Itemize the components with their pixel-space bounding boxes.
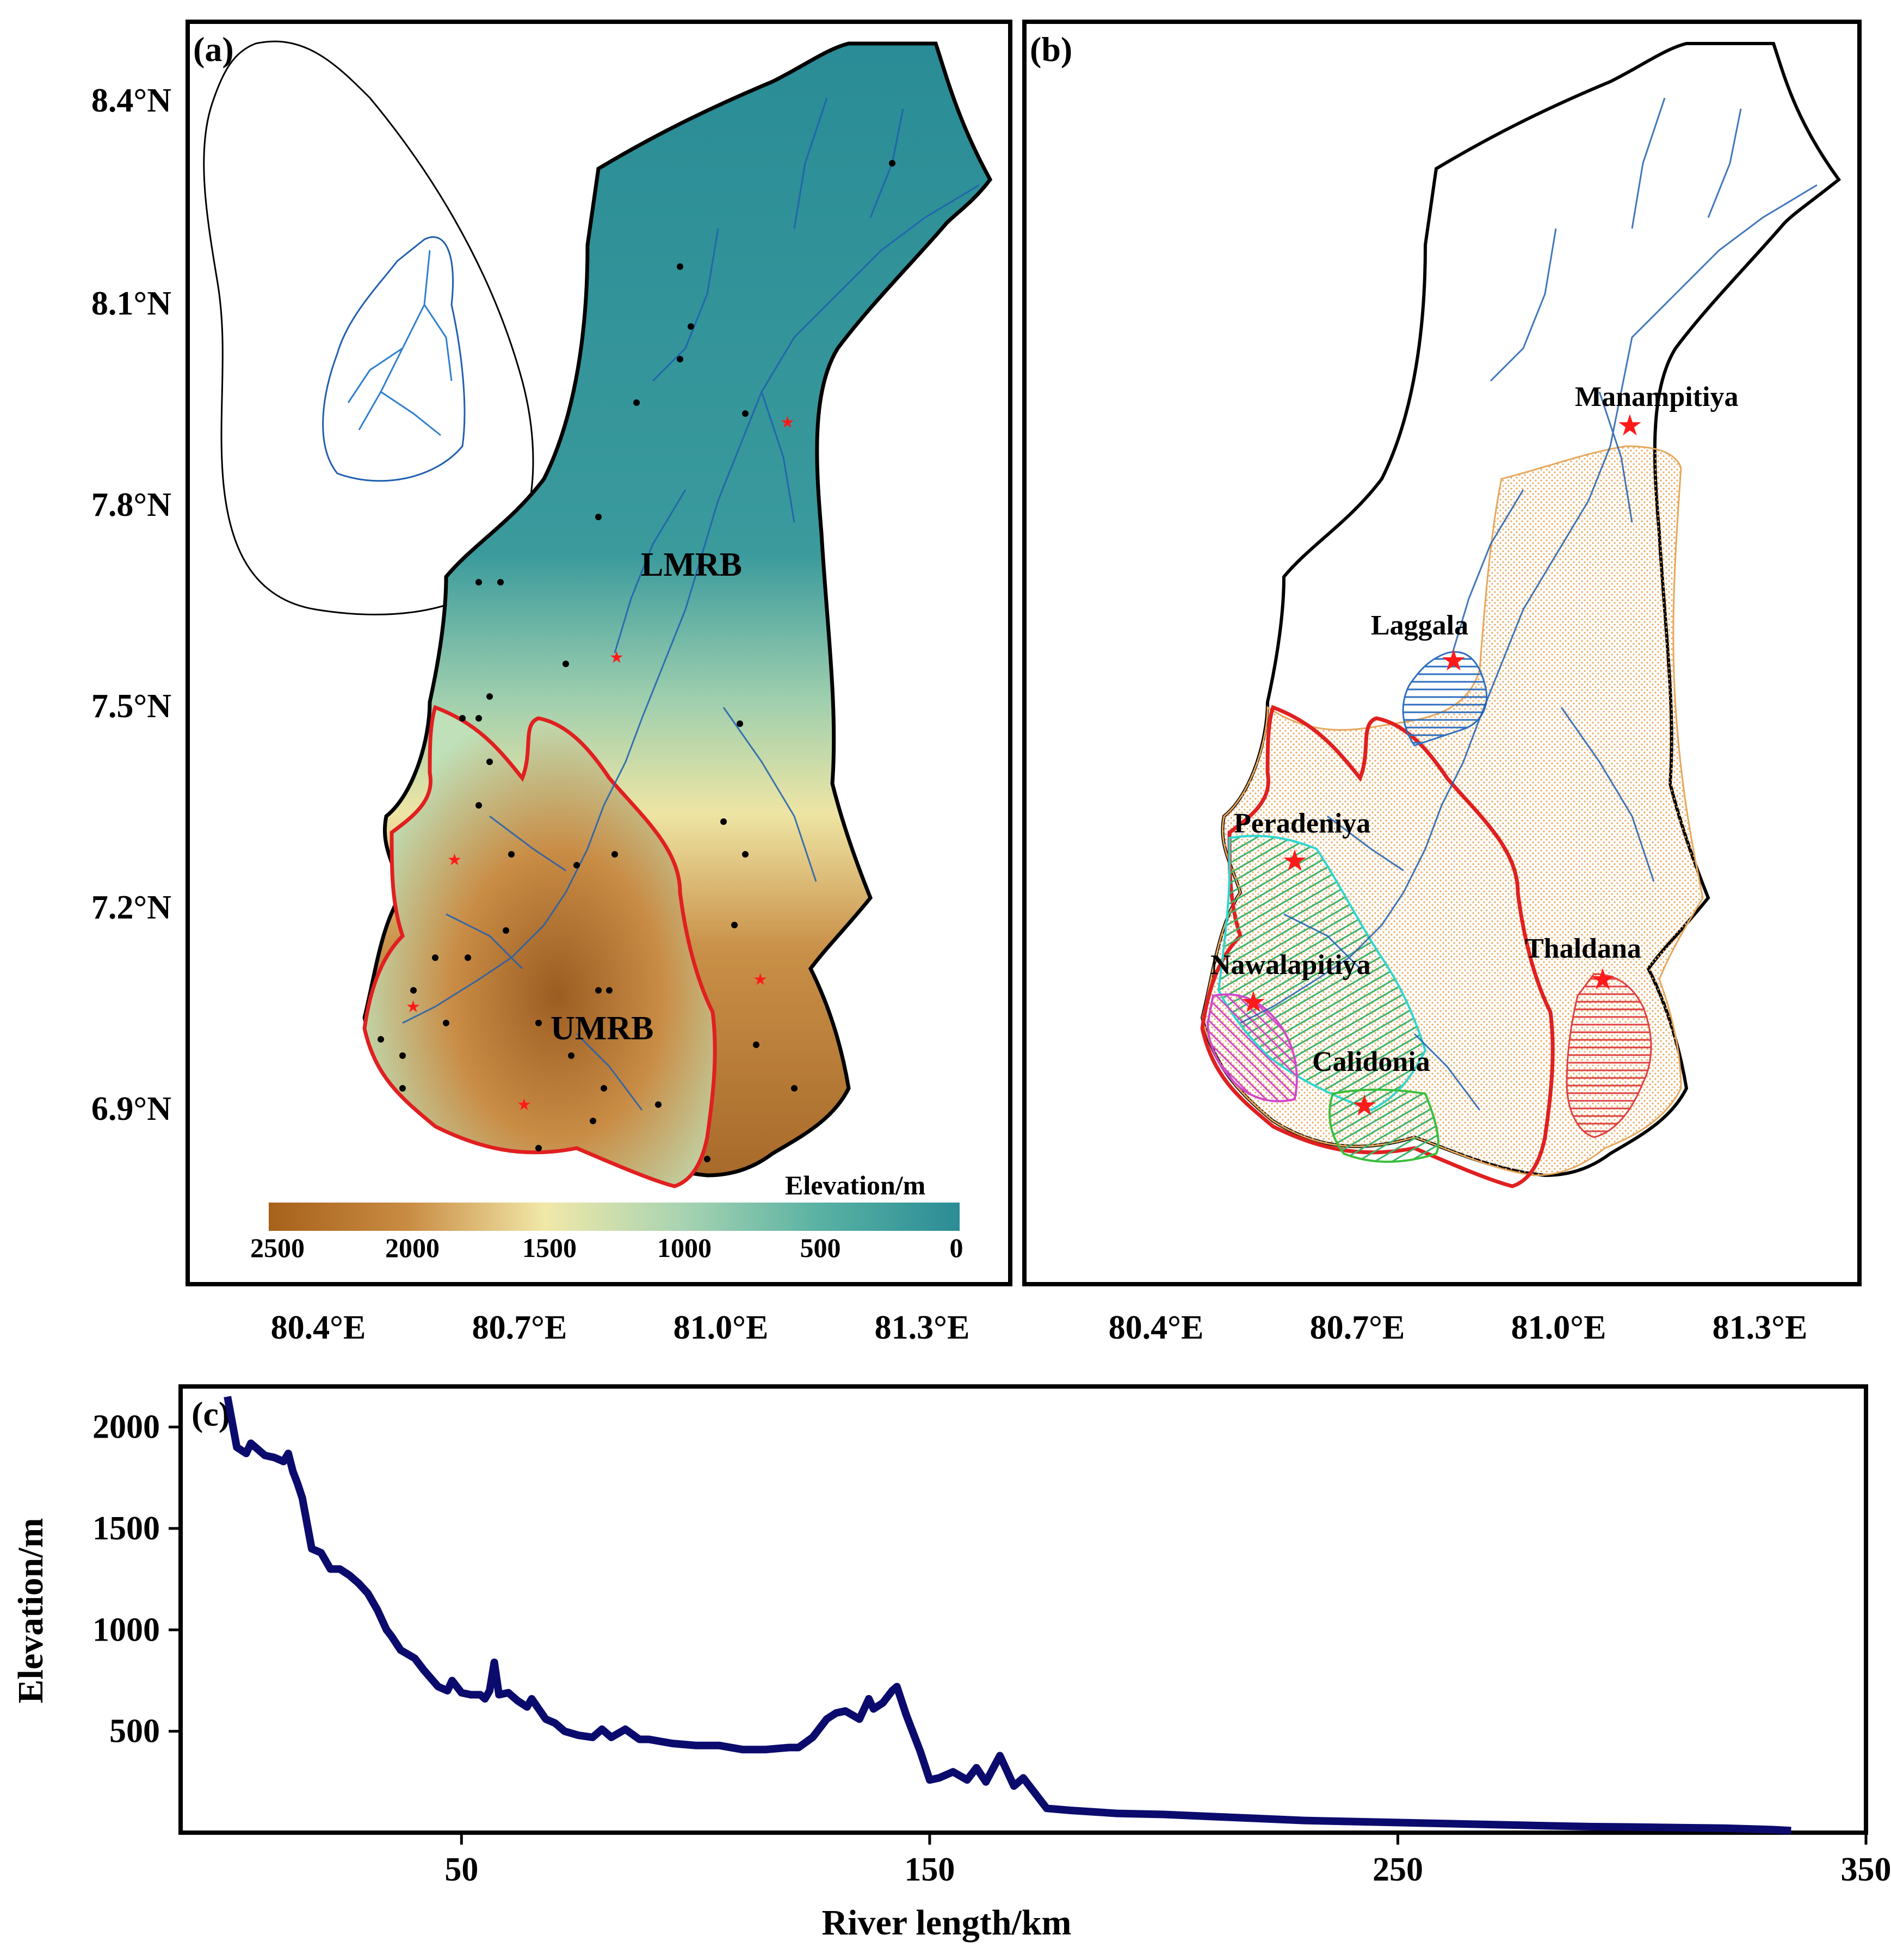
lat-tick: 7.2°N	[91, 889, 171, 926]
rain-gauge-dots	[378, 160, 895, 1162]
lon-tick: 80.7°E	[472, 1309, 567, 1346]
svg-text:★: ★	[517, 1095, 532, 1114]
y-tick-label: 2000	[92, 1409, 160, 1446]
profile-axes: 50 150 250 350 500 1000 1500 2000	[92, 1409, 1891, 1888]
panel-c: (c) 50 150 250 350 500 1000 1500 2000 Elevation…	[11, 1384, 1891, 1943]
inset-basin-outline	[322, 236, 466, 482]
station-label-calidonia: Calidonia	[1312, 1046, 1430, 1077]
colorbar	[269, 1203, 960, 1231]
colorbar-tick: 1000	[657, 1232, 712, 1263]
colorbar-tick: 500	[800, 1232, 841, 1263]
lon-tick: 81.0°E	[1511, 1309, 1606, 1346]
svg-text:★: ★	[1617, 408, 1643, 442]
station-label-peradeniya: Peradeniya	[1234, 808, 1370, 839]
longitude-labels-a: 80.4°E 80.7°E 81.0°E 81.3°E	[271, 1309, 970, 1346]
x-tick-label: 150	[904, 1851, 955, 1888]
colorbar-tick: 1500	[522, 1232, 577, 1263]
umrb-boundary	[362, 705, 717, 1188]
inset-rivers	[347, 250, 453, 436]
svg-text:★: ★	[780, 413, 795, 432]
lon-tick: 81.0°E	[673, 1309, 769, 1346]
nawalapitiya-subbasin	[1206, 993, 1298, 1102]
longitude-labels-b: 80.4°E 80.7°E 81.0°E 81.3°E	[1109, 1309, 1808, 1346]
svg-text:★: ★	[1590, 962, 1616, 996]
station-labels: Manampitiya Laggala Peradeniya Thaldana …	[1210, 381, 1738, 1077]
lon-tick: 80.4°E	[1109, 1309, 1204, 1346]
station-label-manampitiya: Manampitiya	[1575, 381, 1738, 412]
y-tick-label: 1000	[92, 1611, 160, 1648]
colorbar-tick: 2000	[385, 1232, 440, 1263]
latitude-labels: 8.4°N 8.1°N 7.8°N 7.5°N 7.2°N 6.9°N	[91, 82, 171, 1127]
y-tick-label: 1500	[92, 1510, 160, 1547]
laggala-subbasin	[1402, 651, 1488, 747]
lon-tick: 81.3°E	[1713, 1309, 1808, 1346]
lat-tick: 6.9°N	[91, 1090, 171, 1127]
colorbar-tick: 2500	[250, 1232, 305, 1263]
panel-b-label: (b)	[1030, 30, 1072, 69]
station-label-nawalapitiya: Nawalapitiya	[1210, 950, 1371, 981]
station-label-thaldana: Thaldana	[1525, 933, 1641, 964]
panel-c-frame	[178, 1384, 1868, 1835]
x-tick-label: 50	[444, 1851, 478, 1888]
hydrological-stations-a: ★ ★ ★ ★ ★ ★	[406, 413, 795, 1114]
x-tick-label: 250	[1373, 1851, 1423, 1888]
svg-text:★: ★	[609, 648, 624, 667]
svg-text:★: ★	[753, 970, 768, 989]
station-label-laggala: Laggala	[1371, 610, 1468, 641]
rivers-panel-b	[1240, 97, 1818, 1111]
lon-tick: 80.7°E	[1310, 1309, 1405, 1346]
svg-text:★: ★	[1240, 985, 1266, 1019]
colorbar-tick: 0	[950, 1232, 963, 1263]
panel-b: (b) ★ ★ ★ ★ ★ ★ Manampitiya Laggala Peradeni…	[1022, 20, 1862, 1346]
basin-label-umrb: UMRB	[551, 1010, 653, 1047]
svg-text:★: ★	[406, 997, 421, 1016]
panel-a-label: (a)	[193, 30, 234, 69]
thaldana-subbasin	[1566, 973, 1652, 1138]
lat-tick: 8.1°N	[91, 285, 171, 322]
x-axis-label: River length/km	[822, 1903, 1072, 1943]
svg-text:★: ★	[1351, 1088, 1377, 1123]
svg-text:★: ★	[1282, 843, 1308, 878]
y-tick-label: 500	[109, 1713, 160, 1750]
elevation-profile-line	[224, 1396, 1791, 1835]
x-tick-label: 350	[1841, 1851, 1891, 1888]
lat-tick: 7.8°N	[91, 486, 171, 523]
lon-tick: 81.3°E	[875, 1309, 970, 1346]
svg-text:★: ★	[1441, 643, 1467, 677]
svg-text:★: ★	[447, 850, 462, 870]
colorbar-tick-labels: 2500 2000 1500 1000 500 0	[250, 1232, 963, 1263]
lon-tick: 80.4°E	[271, 1309, 366, 1346]
calidonia-subbasin	[1328, 1088, 1439, 1163]
lat-tick: 8.4°N	[91, 82, 171, 119]
lat-tick: 7.5°N	[91, 688, 171, 725]
colorbar-title: Elevation/m	[785, 1170, 925, 1200]
panel-c-label: (c)	[191, 1395, 230, 1433]
y-axis-label: Elevation/m	[11, 1518, 51, 1704]
panel-a: (a) ★ ★ ★ ★ ★ ★	[91, 20, 1012, 1346]
hydrological-stations-b: ★ ★ ★ ★ ★ ★	[1240, 408, 1643, 1123]
basin-label-lmrb: LMRB	[641, 546, 742, 583]
